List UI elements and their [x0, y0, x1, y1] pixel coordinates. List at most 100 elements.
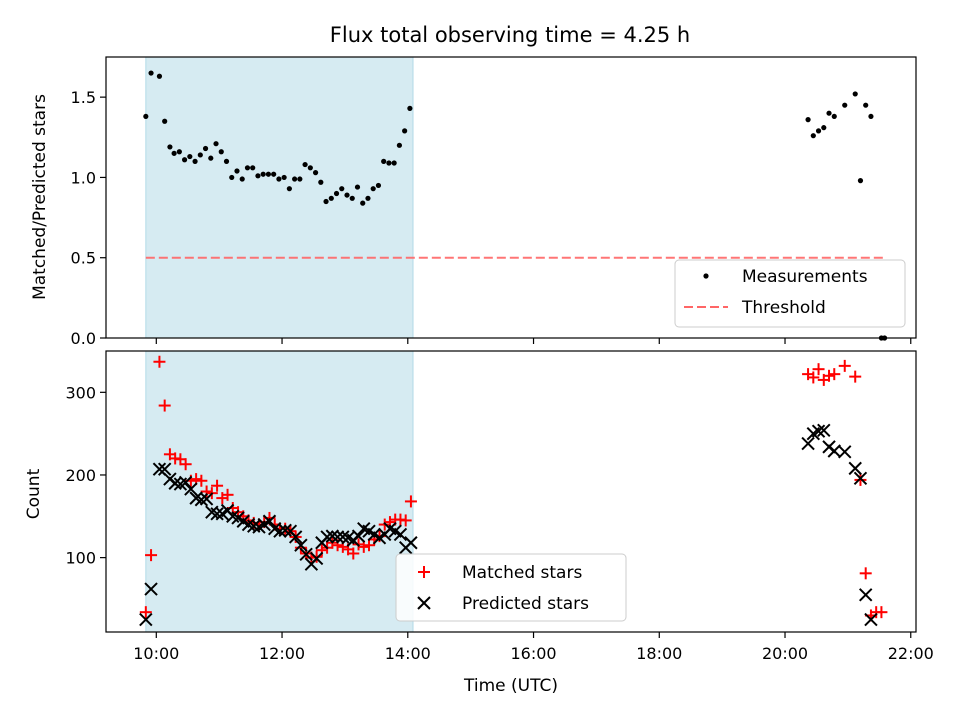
- bottom-plot-marks: [139, 355, 888, 627]
- matched-star-point-50: [404, 495, 417, 508]
- predicted-star-point-50: [404, 536, 418, 550]
- measurement-point-35: [328, 195, 334, 201]
- measurement-point-7: [181, 157, 188, 163]
- measurement-point-10: [197, 152, 203, 158]
- predicted-star-point-60: [858, 588, 873, 602]
- predicted-star-point-61: [864, 612, 878, 627]
- predicted-star-point-29: [294, 538, 308, 552]
- legend-predicted-label: Predicted stars: [462, 594, 589, 614]
- measurement-point-51: [805, 117, 811, 123]
- predicted-star-point-35: [325, 529, 340, 543]
- measurement-point-17: [234, 168, 240, 174]
- measurement-point-40: [354, 184, 361, 190]
- measurement-point-2: [156, 73, 163, 79]
- measurement-point-22: [260, 171, 266, 177]
- predicted-star-point-11: [199, 492, 214, 506]
- matched-star-point-56: [828, 368, 841, 381]
- measurement-point-21: [255, 173, 261, 179]
- measurement-point-24: [271, 171, 277, 177]
- predicted-star-point-59: [853, 471, 868, 485]
- predicted-star-point-20: [247, 519, 261, 533]
- top-y-axis-label: Matched/Predicted stars: [30, 94, 50, 300]
- bottom-legend-box: [395, 553, 627, 622]
- measurement-point-1: [148, 70, 154, 76]
- matched-star-point-13: [211, 479, 224, 492]
- measurement-point-41: [360, 200, 366, 206]
- matched-star-point-10: [195, 474, 208, 487]
- measurement-point-33: [318, 179, 324, 185]
- predicted-star-point-8: [184, 482, 198, 496]
- measurement-point-8: [187, 153, 193, 160]
- top-y-tick-label-3: 1.5: [71, 88, 96, 107]
- measurement-point-53: [815, 128, 822, 134]
- measurement-point-31: [307, 165, 313, 171]
- predicted-star-point-37: [336, 530, 350, 544]
- measurement-point-55: [826, 110, 832, 116]
- measurement-point-23: [265, 171, 272, 177]
- top-legend: Measurements Threshold: [674, 259, 906, 328]
- x-tick-label-2: 14:00: [385, 644, 431, 663]
- predicted-star-point-51: [801, 436, 815, 451]
- predicted-star-point-56: [827, 444, 841, 458]
- predicted-star-point-28: [288, 530, 303, 544]
- measurement-point-48: [396, 142, 403, 148]
- bottom-y-ticks: 100 200 300: [65, 383, 106, 568]
- matched-star-point-57: [838, 359, 851, 372]
- legend-predicted-marker: [417, 596, 431, 610]
- bottom-y-tick-label-1: 200: [65, 466, 96, 485]
- predicted-star-point-3: [157, 462, 172, 476]
- legend-matched-label: Matched stars: [462, 563, 582, 583]
- measurement-point-38: [344, 192, 350, 198]
- matched-star-point-41: [357, 540, 370, 553]
- measurement-point-30: [302, 161, 308, 168]
- measurement-point-18: [239, 176, 245, 182]
- matched-star-point-42: [363, 539, 376, 552]
- measurement-point-11: [202, 145, 209, 152]
- matched-star-point-58: [849, 370, 862, 383]
- measurement-point-34: [323, 198, 329, 205]
- measurement-point-58: [852, 91, 858, 97]
- measurement-point-61: [868, 113, 874, 120]
- measurement-point-19: [244, 165, 251, 171]
- measurement-point-45: [381, 158, 387, 164]
- bottom-y-tick-label-0: 100: [65, 549, 96, 568]
- matched-star-point-63: [875, 606, 888, 619]
- measurement-point-42: [365, 195, 371, 201]
- bottom-x-ticks: 10:00 12:00 14:00 16:00 18:00 20:00 22:00: [133, 632, 934, 663]
- matched-star-point-2: [153, 355, 166, 368]
- matched-star-point-49: [399, 514, 412, 527]
- predicted-star-point-1: [144, 582, 158, 596]
- measurement-point-47: [391, 160, 397, 166]
- x-axis-label: Time (UTC): [463, 676, 558, 696]
- matched-star-point-1: [145, 549, 158, 562]
- matched-star-point-32: [310, 550, 323, 563]
- matched-star-point-0: [139, 606, 152, 619]
- top-x-ticks: [155, 338, 912, 344]
- x-tick-label-5: 20:00: [762, 644, 808, 663]
- top-legend-box: [674, 259, 906, 328]
- measurement-point-56: [831, 113, 837, 120]
- measurement-point-43: [370, 186, 376, 192]
- top-axes-frame: [105, 56, 917, 339]
- matched-star-point-39: [347, 547, 360, 560]
- predicted-star-point-53: [811, 424, 826, 438]
- measurement-point-59: [857, 178, 864, 184]
- predicted-star-point-13: [210, 507, 224, 521]
- predicted-star-point-2: [152, 462, 167, 476]
- measurement-point-3: [162, 118, 168, 124]
- chart-title: Flux total observing time = 4.25 h: [330, 23, 690, 47]
- measurement-point-9: [192, 158, 198, 164]
- predicted-star-point-54: [817, 423, 831, 438]
- predicted-star-point-58: [848, 461, 862, 476]
- top-panel: 0.0 0.5 1.0 1.5 Matched/Predicted stars Mea…: [30, 56, 917, 348]
- predicted-star-point-5: [168, 476, 182, 490]
- measurement-point-32: [312, 170, 319, 176]
- measurement-point-39: [349, 195, 355, 201]
- bottom-legend: Matched stars Predicted stars: [395, 553, 627, 622]
- x-tick-label-0: 10:00: [133, 644, 179, 663]
- measurement-point-44: [375, 182, 382, 189]
- predicted-star-point-34: [320, 530, 334, 544]
- predicted-star-point-48: [393, 527, 408, 542]
- measurement-point-12: [208, 155, 214, 161]
- predicted-star-point-30: [299, 547, 313, 562]
